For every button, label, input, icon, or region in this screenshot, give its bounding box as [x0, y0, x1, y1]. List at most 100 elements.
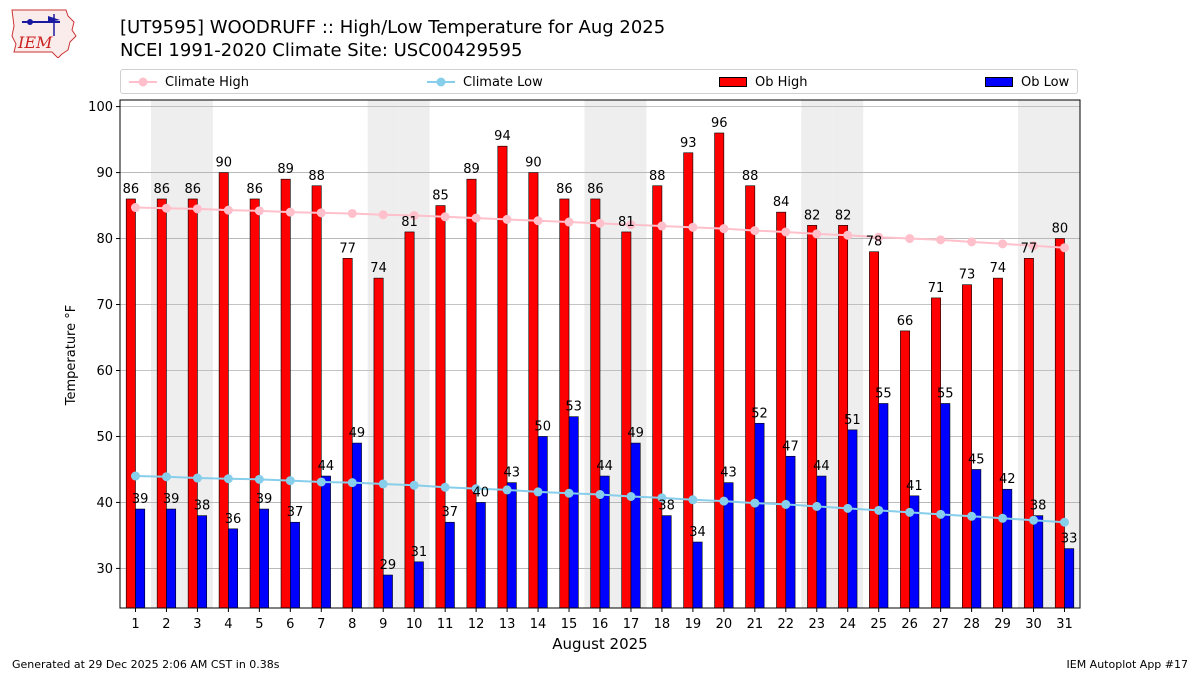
- y-tick-label-90: 90: [96, 166, 113, 181]
- x-tick-label-25: 25: [870, 617, 887, 632]
- label-ob-high-day-11: 85: [432, 189, 449, 204]
- point-climate-low-day-8: [347, 478, 357, 488]
- legend-item-climate-low: Climate Low: [427, 74, 543, 90]
- point-climate-high-day-10: [409, 210, 419, 220]
- bar-ob-low-day-21: [754, 422, 765, 609]
- point-climate-low-day-2: [161, 472, 171, 482]
- point-climate-low-day-23: [812, 501, 822, 511]
- x-tick-label-29: 29: [994, 617, 1011, 632]
- legend-label-climate-low: Climate Low: [463, 74, 543, 90]
- x-tick-label-17: 17: [623, 617, 640, 632]
- point-climate-high-day-19: [688, 222, 698, 232]
- x-tick-label-15: 15: [561, 617, 578, 632]
- point-climate-low-day-22: [781, 499, 791, 509]
- bar-ob-high-day-1: [125, 198, 136, 609]
- x-tick-label-21: 21: [747, 617, 764, 632]
- point-climate-low-day-25: [874, 505, 884, 515]
- generated-timestamp: Generated at 29 Dec 2025 2:06 AM CST in …: [12, 658, 280, 671]
- x-tick-label-2: 2: [162, 617, 170, 632]
- label-ob-high-day-6: 89: [277, 162, 294, 177]
- point-climate-low-day-31: [1060, 517, 1070, 527]
- y-tick-label-50: 50: [96, 430, 113, 445]
- label-ob-low-day-27: 55: [937, 386, 954, 401]
- label-ob-low-day-13: 43: [503, 466, 520, 481]
- bar-ob-high-day-3: [187, 198, 198, 609]
- point-climate-high-day-17: [626, 220, 636, 230]
- bar-ob-high-day-25: [869, 251, 880, 609]
- bar-ob-high-day-17: [621, 231, 632, 609]
- point-climate-high-day-29: [998, 239, 1008, 249]
- bar-ob-low-day-19: [692, 541, 703, 609]
- bar-ob-high-day-18: [652, 185, 663, 609]
- label-ob-low-day-18: 38: [658, 499, 675, 514]
- point-climate-high-day-30: [1029, 241, 1039, 251]
- bar-ob-high-day-12: [466, 178, 477, 609]
- x-tick-label-4: 4: [224, 617, 232, 632]
- bar-ob-high-day-22: [776, 211, 787, 609]
- bar-ob-high-day-14: [528, 172, 539, 609]
- bar-ob-high-day-2: [156, 198, 167, 609]
- point-climate-high-day-24: [843, 230, 853, 240]
- point-climate-high-day-2: [161, 203, 171, 213]
- point-climate-high-day-3: [192, 204, 202, 214]
- point-climate-low-day-26: [905, 507, 915, 517]
- point-climate-high-day-1: [130, 203, 140, 213]
- x-tick-label-9: 9: [379, 617, 387, 632]
- bar-ob-low-day-13: [506, 482, 517, 609]
- label-ob-low-day-26: 41: [906, 479, 923, 494]
- weekend-bands: [150, 100, 1080, 608]
- x-tick-label-23: 23: [809, 617, 826, 632]
- label-ob-low-day-29: 42: [999, 472, 1016, 487]
- bar-value-labels: 86 39 86 39 86 38 90 36 86 39 89 37 88 44 77 49 74 29 81 31…: [123, 116, 1078, 573]
- bar-ob-high-day-31: [1054, 238, 1065, 609]
- point-climate-low-day-14: [533, 487, 543, 497]
- x-axis-label: August 2025: [552, 635, 647, 653]
- plot-frame: [119, 99, 1081, 609]
- x-tick-label-1: 1: [131, 617, 139, 632]
- label-ob-high-day-8: 77: [339, 241, 356, 256]
- x-tick-label-8: 8: [348, 617, 356, 632]
- label-ob-high-day-21: 88: [742, 169, 759, 184]
- point-climate-high-day-20: [719, 224, 729, 234]
- bar-ob-high-day-20: [714, 132, 725, 609]
- point-climate-high-day-28: [967, 237, 977, 247]
- bar-ob-low-day-6: [290, 521, 300, 609]
- bar-ob-low-day-17: [630, 442, 641, 609]
- label-ob-low-day-23: 44: [813, 459, 830, 474]
- bar-ob-low-day-9: [382, 574, 393, 609]
- x-tick-label-30: 30: [1025, 617, 1042, 632]
- bar-ob-high-day-23: [807, 225, 818, 609]
- label-ob-low-day-12: 40: [473, 485, 490, 500]
- x-tick-label-18: 18: [654, 617, 671, 632]
- point-climate-low-day-6: [285, 476, 295, 486]
- point-climate-low-day-12: [471, 484, 481, 494]
- y-tick-label-100: 100: [88, 100, 113, 115]
- point-climate-low-day-15: [564, 488, 574, 498]
- label-ob-low-day-21: 52: [751, 406, 768, 421]
- legend-label-climate-high: Climate High: [165, 74, 250, 90]
- x-tick-label-12: 12: [468, 617, 485, 632]
- point-climate-low-day-1: [130, 471, 140, 481]
- legend-marker-climate-low: [427, 77, 455, 87]
- label-ob-high-day-10: 81: [401, 215, 418, 230]
- legend-item-ob-low: Ob Low: [985, 74, 1069, 90]
- app-attribution: IEM Autoplot App #17: [1066, 658, 1189, 671]
- legend-item-climate-high: Climate High: [129, 74, 249, 90]
- x-tick-label-11: 11: [437, 617, 454, 632]
- bar-ob-low-day-24: [847, 429, 858, 609]
- point-climate-high-day-16: [595, 218, 605, 228]
- label-ob-high-day-1: 86: [123, 182, 140, 197]
- point-climate-low-day-18: [657, 493, 667, 503]
- label-ob-low-day-20: 43: [720, 466, 737, 481]
- label-ob-low-day-3: 38: [194, 499, 211, 514]
- point-climate-high-day-5: [254, 206, 264, 216]
- point-climate-high-day-12: [471, 213, 481, 223]
- label-ob-high-day-5: 86: [246, 182, 263, 197]
- label-ob-high-day-31: 80: [1052, 222, 1069, 237]
- point-climate-low-day-19: [688, 495, 698, 505]
- point-climate-low-day-24: [843, 503, 853, 513]
- label-ob-low-day-28: 45: [968, 452, 985, 467]
- label-ob-high-day-23: 82: [804, 208, 821, 223]
- label-ob-high-day-14: 90: [525, 156, 542, 171]
